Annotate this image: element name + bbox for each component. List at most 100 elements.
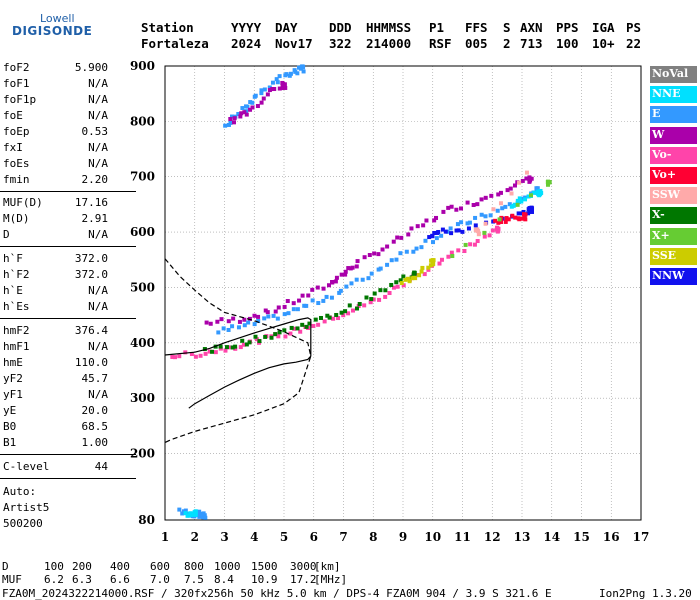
echo-mark [259, 88, 264, 93]
echo-mark [523, 197, 528, 202]
header-ddd-value: 322 [329, 36, 352, 51]
header-ffs-label: FFS [465, 20, 488, 35]
legend-label: SSE [652, 248, 677, 262]
echo-mark [391, 285, 396, 290]
echo-mark [497, 217, 502, 222]
header-ddd-label: DDD [329, 20, 352, 35]
echo-mark [368, 300, 373, 305]
param-label: hmF2 [3, 324, 30, 337]
footer-muf-label: MUF [2, 573, 22, 586]
echo-mark [443, 229, 448, 234]
echo-mark [460, 229, 465, 234]
echo-mark [183, 511, 188, 516]
echo-mark [395, 284, 400, 289]
echo-mark [288, 331, 293, 336]
param-value: 44 [94, 460, 108, 473]
echo-mark [277, 86, 282, 91]
y-tick-label: 80 [138, 513, 155, 527]
echo-mark [272, 87, 277, 92]
x-tick-label: 10 [424, 530, 441, 544]
param-value: 372.0 [74, 252, 108, 265]
param-value: N/A [88, 109, 108, 122]
echo-mark [207, 349, 212, 354]
y-tick-label: 600 [130, 225, 155, 239]
echo-mark [295, 326, 300, 331]
echo-mark [266, 314, 271, 319]
echo-mark [198, 353, 203, 358]
echo-mark [362, 303, 367, 308]
footer-info-line: FZA0M_2024322214000.RSF / 320fx256h 50 k… [2, 587, 552, 600]
echo-mark [226, 319, 231, 324]
echo-mark [463, 242, 468, 247]
echo-mark [265, 310, 270, 315]
echo-mark [467, 220, 472, 225]
echo-mark [432, 230, 437, 235]
echo-mark [313, 317, 318, 322]
echo-mark [223, 123, 228, 128]
echo-mark [244, 112, 249, 117]
echo-mark [231, 316, 236, 321]
legend-label: SSW [652, 188, 680, 202]
echo-mark [499, 219, 504, 224]
echo-mark [304, 324, 309, 329]
echo-mark [515, 202, 520, 207]
echo-mark [409, 226, 414, 231]
echo-mark [512, 202, 517, 207]
echo-mark [233, 346, 238, 351]
echo-mark [398, 251, 403, 256]
header-year-label: YYYY [231, 20, 262, 35]
echo-mark [289, 325, 294, 330]
echo-mark [362, 255, 367, 260]
echo-mark [311, 323, 316, 328]
param-label: foF1 [3, 77, 30, 90]
echo-mark [242, 110, 247, 115]
echo-mark [456, 228, 461, 233]
echo-mark [498, 201, 503, 206]
density-profile-dashed [164, 258, 312, 444]
echo-mark [276, 334, 281, 339]
echo-mark [401, 274, 406, 279]
echo-mark [343, 269, 348, 274]
echo-mark [423, 238, 428, 243]
x-tick-label: 2 [191, 530, 199, 544]
footer-d-label: D [2, 560, 9, 573]
echo-mark [532, 190, 537, 195]
echo-mark [356, 304, 361, 309]
x-tick-label: 17 [633, 530, 650, 544]
echo-mark [261, 96, 266, 101]
echo-mark [521, 216, 526, 221]
echo-mark [269, 335, 274, 340]
echo-mark [242, 323, 247, 328]
echo-mark [449, 250, 454, 255]
echo-mark [496, 220, 501, 225]
param-value: 110.0 [74, 356, 108, 369]
echo-mark [248, 107, 253, 112]
echo-mark [391, 239, 396, 244]
header-s-label: S [503, 20, 511, 35]
echo-mark [439, 257, 444, 262]
echo-mark [446, 254, 451, 259]
param-value: 2.20 [81, 173, 109, 186]
footer-muf-value: 17.2 [290, 573, 317, 586]
echo-mark [471, 202, 476, 207]
echo-mark [422, 272, 427, 277]
echo-mark [300, 65, 305, 70]
x-tick-label: 7 [339, 530, 347, 544]
echo-mark [334, 275, 339, 280]
echo-mark [529, 209, 534, 214]
echo-mark [547, 180, 552, 185]
echo-mark [431, 240, 436, 245]
param-label: foEs [3, 157, 30, 170]
echo-mark [215, 319, 220, 324]
param-value: 372.0 [74, 268, 108, 281]
echo-mark [426, 265, 431, 270]
footer-muf-value: 8.4 [214, 573, 234, 586]
echo-mark [250, 100, 255, 105]
x-tick-label: 6 [310, 530, 318, 544]
header-hhmmss-value: 214000 [366, 36, 412, 51]
footer-d-value: [km] [314, 560, 341, 573]
echo-mark [473, 215, 478, 220]
header-iga-label: IGA [592, 20, 615, 35]
header-day-label: DAY [275, 20, 298, 35]
legend-label: W [652, 127, 665, 141]
